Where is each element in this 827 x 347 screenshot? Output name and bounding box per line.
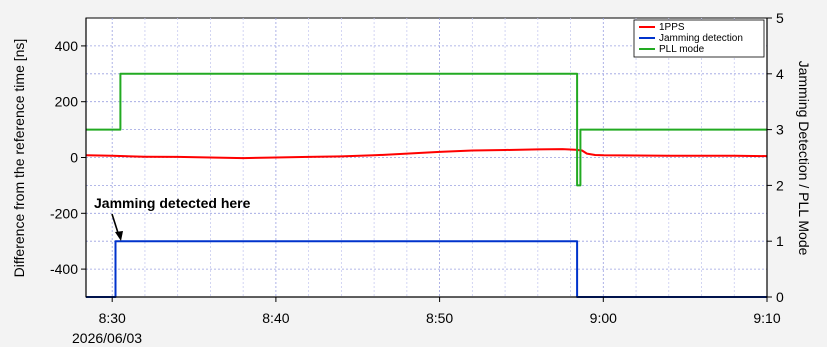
series-line-pll-mode bbox=[86, 72, 767, 187]
legend-label-1pps: 1PPS bbox=[659, 22, 685, 33]
y-right-tick-label: 5 bbox=[776, 10, 784, 26]
y-right-tick-label: 3 bbox=[776, 122, 784, 138]
y-right-tick-label: 1 bbox=[776, 233, 784, 249]
x-tick-label: 8:50 bbox=[426, 310, 453, 326]
legend-label-jamming: Jamming detection bbox=[659, 33, 743, 44]
annotation-arrowhead bbox=[115, 231, 123, 241]
y-axis-right-title: Jamming Detection / PLL Mode bbox=[796, 61, 812, 256]
series-line-1pps bbox=[85, 148, 768, 160]
tick-labels: -400 -200 0 200 400 0 1 2 3 4 5 8:30 8:40 8:50 9:00 9:1… bbox=[50, 10, 784, 326]
y-left-tick-label: -400 bbox=[50, 261, 78, 277]
y-left-tick-label: 200 bbox=[55, 94, 79, 110]
y-left-tick-label: -200 bbox=[50, 205, 78, 221]
legend-label-pll: PLL mode bbox=[659, 44, 705, 55]
y-right-tick-label: 2 bbox=[776, 177, 784, 193]
x-tick-label: 9:10 bbox=[753, 310, 780, 326]
y-right-tick-label: 0 bbox=[776, 289, 784, 305]
y-left-tick-label: 400 bbox=[55, 38, 79, 54]
y-axis-left-title: Difference from the reference time [ns] bbox=[11, 39, 27, 278]
annotation-text: Jamming detected here bbox=[94, 195, 251, 211]
x-tick-label: 8:40 bbox=[262, 310, 289, 326]
axes bbox=[81, 17, 772, 302]
y-left-tick-label: 0 bbox=[70, 150, 78, 166]
x-axis-date-label: 2026/06/03 bbox=[72, 330, 142, 346]
x-tick-label: 8:30 bbox=[99, 310, 126, 326]
legend-box bbox=[633, 19, 765, 58]
y-right-tick-label: 4 bbox=[776, 66, 784, 82]
annotation: Jamming detected here bbox=[94, 195, 251, 241]
x-tick-label: 9:00 bbox=[590, 310, 617, 326]
legend: 1PPS Jamming detection PLL mode bbox=[633, 19, 765, 58]
